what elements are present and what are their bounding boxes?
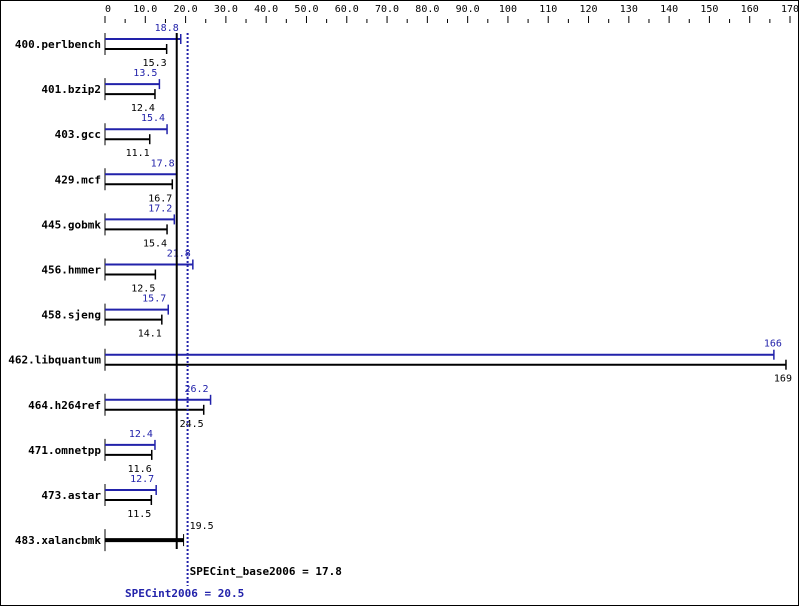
- tick-label: 60.0: [335, 4, 359, 15]
- value-label-base: 15.3: [143, 58, 167, 69]
- value-label-peak: 21.8: [167, 249, 191, 260]
- tick-label: 140: [660, 4, 678, 15]
- category-label: 458.sjeng: [41, 309, 101, 322]
- value-label-base: 11.5: [127, 509, 151, 520]
- value-label-base: 19.5: [190, 521, 214, 532]
- value-label-peak: 15.7: [142, 294, 166, 305]
- value-label-base: 11.1: [126, 148, 150, 159]
- value-label-peak: 26.2: [184, 384, 208, 395]
- value-label-peak: 166: [764, 339, 782, 350]
- tick-label: 150: [700, 4, 718, 15]
- category-label: 403.gcc: [55, 128, 101, 141]
- category-label: 429.mcf: [55, 173, 101, 186]
- category-label: 462.libquantum: [8, 354, 101, 367]
- value-label-base: 15.4: [143, 238, 167, 249]
- value-label-base: 16.7: [148, 193, 172, 204]
- category-label: 473.astar: [41, 489, 101, 502]
- value-label-peak: 17.8: [151, 158, 175, 169]
- category-label: 483.xalancbmk: [15, 534, 101, 547]
- category-label: 401.bzip2: [41, 83, 101, 96]
- category-label: 464.h264ref: [28, 399, 101, 412]
- tick-label: 90.0: [456, 4, 480, 15]
- value-label-peak: 12.7: [130, 474, 154, 485]
- value-label-base: 12.4: [131, 103, 155, 114]
- value-label-peak: 13.5: [133, 68, 157, 79]
- tick-label: 0: [105, 4, 111, 15]
- tick-label: 50.0: [294, 4, 318, 15]
- category-label: 400.perlbench: [15, 38, 101, 51]
- value-label-base: 24.5: [180, 419, 204, 430]
- value-label-peak: 15.4: [141, 113, 165, 124]
- category-label: 456.hmmer: [41, 264, 101, 277]
- value-label-base: 12.5: [131, 284, 155, 295]
- tick-label: 40.0: [254, 4, 278, 15]
- tick-label: 80.0: [415, 4, 439, 15]
- value-label-base: 11.6: [128, 464, 152, 475]
- value-label-base: 169: [774, 374, 792, 385]
- tick-label: 120: [579, 4, 597, 15]
- tick-label: 20.0: [174, 4, 198, 15]
- tick-label: 170: [781, 4, 798, 15]
- peak-reference-label: SPECint2006 = 20.5: [125, 587, 244, 600]
- tick-label: 100: [499, 4, 517, 15]
- tick-label: 110: [539, 4, 557, 15]
- tick-label: 160: [741, 4, 759, 15]
- category-label: 445.gobmk: [41, 218, 101, 231]
- category-label: 471.omnetpp: [28, 444, 101, 457]
- tick-label: 130: [620, 4, 638, 15]
- value-label-peak: 18.8: [155, 23, 179, 34]
- value-label-peak: 17.2: [148, 203, 172, 214]
- base-reference-label: SPECint_base2006 = 17.8: [190, 565, 342, 578]
- tick-label: 10.0: [133, 4, 157, 15]
- tick-label: 30.0: [214, 4, 238, 15]
- tick-label: 70.0: [375, 4, 399, 15]
- value-label-base: 14.1: [138, 329, 162, 340]
- value-label-peak: 12.4: [129, 429, 153, 440]
